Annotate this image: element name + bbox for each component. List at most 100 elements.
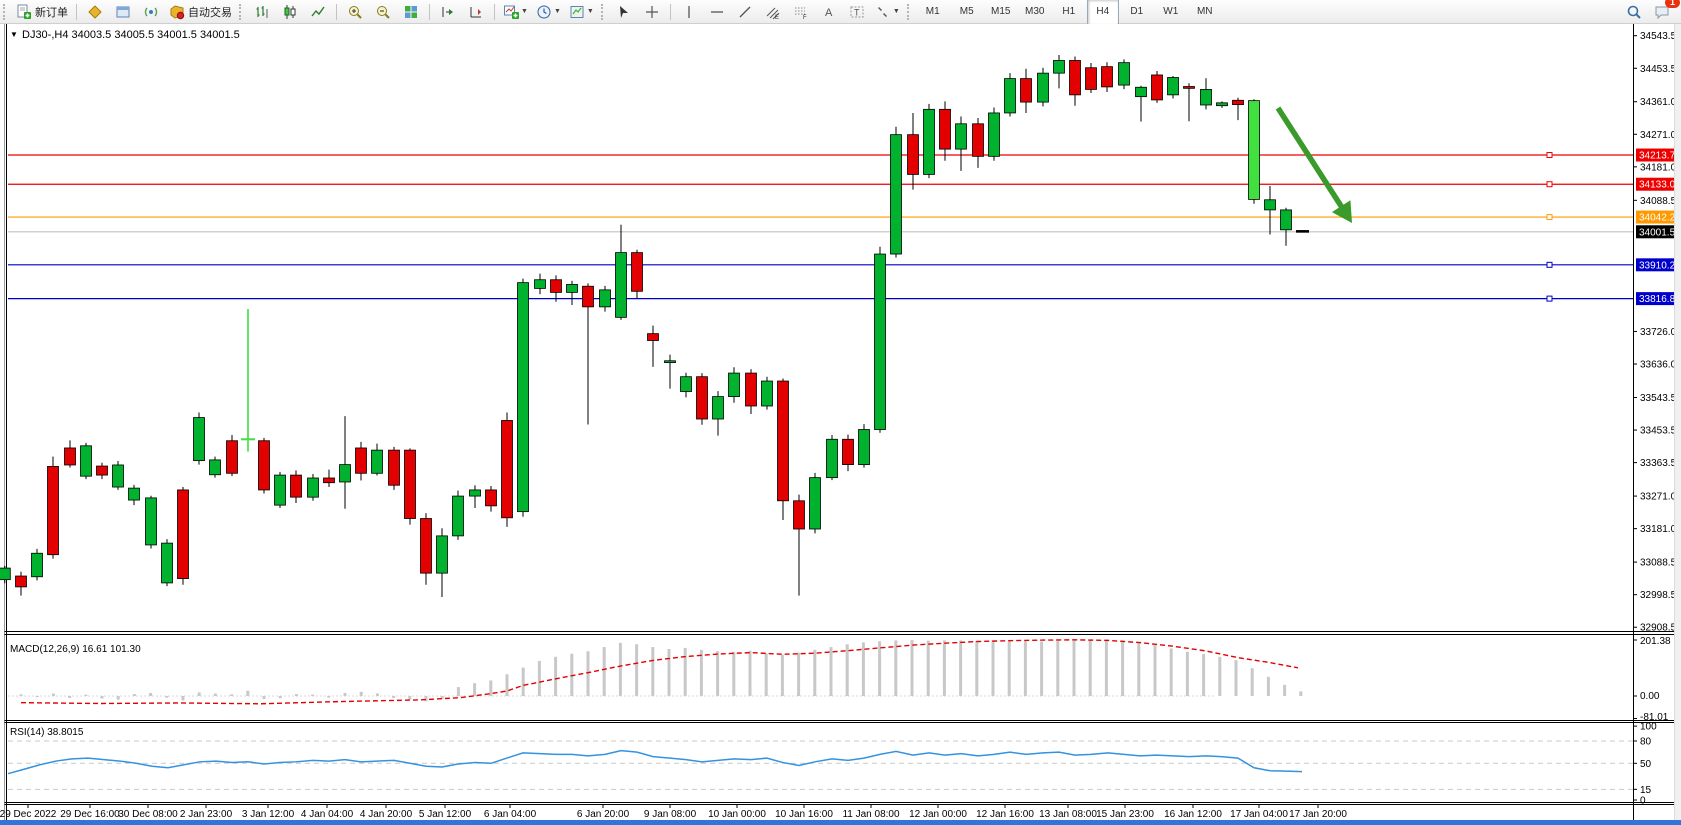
candle[interactable] [939,101,951,161]
zoom-in-button[interactable] [342,1,368,23]
timeframe-h4[interactable]: H4 [1086,0,1119,25]
candle[interactable] [923,103,935,179]
market-watch-button[interactable] [82,1,108,23]
candle[interactable] [226,434,238,477]
candle[interactable] [550,275,562,302]
candle[interactable] [1037,67,1049,107]
chart-window[interactable]: ▼ DJ30-,H4 34003.5 34005.5 34001.5 34001.… [0,24,1681,825]
chart-canvas[interactable]: ▼ DJ30-,H4 34003.5 34005.5 34001.5 34001.… [0,24,1681,825]
tile-windows-button[interactable] [398,1,424,23]
candle[interactable] [1101,62,1113,92]
candle[interactable] [1167,76,1179,99]
candle[interactable] [1020,68,1032,113]
line-handle[interactable] [1546,261,1553,268]
candle[interactable] [323,469,335,488]
channel-tool[interactable]: E [760,1,786,23]
candle[interactable] [1085,63,1097,94]
line-chart-button[interactable] [305,1,331,23]
timeframe-w1[interactable]: W1 [1163,6,1179,17]
cursor-tool-button[interactable] [611,1,637,23]
candle[interactable] [1216,101,1228,108]
candle[interactable] [1118,59,1130,90]
timeframe-mn[interactable]: MN [1196,6,1213,17]
candle[interactable] [1183,83,1195,122]
candle[interactable] [241,309,255,452]
candle[interactable] [64,440,76,468]
autotrade-button[interactable]: 自动交易 [166,1,235,23]
candle[interactable] [647,325,659,367]
notifications-button[interactable]: 1 [1649,0,1680,23]
candle[interactable] [1151,70,1163,103]
candle[interactable] [420,513,432,585]
crosshair-tool-button[interactable] [639,1,665,23]
horizontal-line-tool[interactable] [704,1,730,23]
auto-scroll-button[interactable] [435,1,461,23]
line-handle[interactable] [1546,152,1553,159]
candle[interactable] [874,246,886,433]
arrows-tool[interactable]: ▼ [872,1,903,23]
timeframe-m5[interactable]: M5 [959,6,974,17]
candle[interactable] [761,376,773,410]
candle[interactable] [777,378,789,520]
candle[interactable] [452,490,464,540]
candle[interactable] [599,285,611,312]
candle[interactable] [728,367,740,403]
candle[interactable] [809,472,821,534]
candle[interactable] [1135,85,1147,122]
candle[interactable] [371,443,383,476]
timeframe-d1[interactable]: D1 [1130,6,1144,17]
fibonacci-tool[interactable]: F [788,1,814,23]
candle[interactable] [842,434,854,472]
candle[interactable] [485,485,497,512]
candle[interactable] [469,485,481,509]
indicators-button[interactable]: ▼ [500,1,531,23]
candle[interactable] [631,249,643,299]
candle[interactable] [290,470,302,503]
candle[interactable] [193,412,205,465]
candle[interactable] [128,484,140,506]
candle[interactable] [712,391,724,436]
candle[interactable] [1200,78,1212,110]
toolbar-grip[interactable] [600,3,607,20]
candle[interactable] [96,462,108,480]
candle[interactable] [826,434,838,481]
candle[interactable] [907,112,919,190]
candle[interactable] [355,441,367,481]
bar-chart-button[interactable] [249,1,275,23]
candle[interactable] [501,412,513,527]
candle[interactable] [858,424,870,468]
timeframe-m15[interactable]: M15 [991,6,1011,17]
line-handle[interactable] [1546,214,1553,221]
timeframe-m1[interactable]: M1 [925,6,940,17]
candle[interactable] [793,494,805,596]
candle[interactable] [696,373,708,425]
candle[interactable] [1280,207,1292,246]
candle[interactable] [534,273,546,295]
zoom-out-button[interactable] [370,1,396,23]
periods-button[interactable]: ▼ [533,1,564,23]
templates-button[interactable]: ▼ [566,1,597,23]
candle[interactable] [161,539,173,587]
candle[interactable] [1053,55,1065,89]
line-handle[interactable] [1546,181,1553,188]
candle[interactable] [47,456,59,559]
chart-shift-button[interactable] [463,1,489,23]
candle[interactable] [890,126,902,258]
candle[interactable] [1264,186,1276,235]
candle[interactable] [1232,97,1244,121]
candle[interactable] [339,416,351,509]
candle[interactable] [274,471,286,509]
candle[interactable] [112,460,124,490]
candle[interactable] [404,448,416,525]
candle[interactable] [972,118,984,168]
vertical-line-tool[interactable] [676,1,702,23]
candle[interactable] [80,442,92,480]
candle[interactable] [209,456,221,478]
candle[interactable] [566,280,578,306]
candlestick-button[interactable] [277,1,303,23]
candle[interactable] [145,495,157,549]
candle[interactable] [436,528,448,598]
toolbar-grip[interactable] [239,3,245,20]
candle[interactable] [1248,99,1260,204]
signals-button[interactable] [138,1,164,23]
